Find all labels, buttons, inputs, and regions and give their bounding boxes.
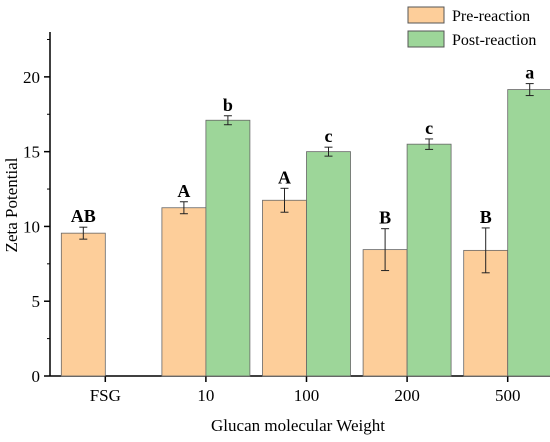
significance-label: B — [379, 208, 391, 228]
x-ticks: FSG 10 100 200 500 — [90, 376, 521, 405]
significance-label: c — [425, 118, 433, 138]
bar-post-reaction — [507, 89, 550, 377]
bar-post-reaction — [306, 151, 351, 377]
significance-label: B — [480, 207, 492, 227]
bar-post-reaction — [406, 143, 452, 377]
significance-label: AB — [71, 206, 96, 226]
x-tick-label: 500 — [495, 386, 521, 405]
bar-pre-reaction — [262, 199, 307, 377]
bar-post-reaction — [205, 119, 251, 377]
x-axis-title: Glucan molecular Weight — [211, 416, 385, 435]
error-bars — [79, 83, 534, 274]
y-ticks: 0 5 10 15 20 — [23, 38, 50, 386]
significance-label: A — [177, 181, 190, 201]
legend-swatch-pre-reaction — [407, 6, 445, 24]
legend-swatch-post-reaction — [407, 30, 445, 48]
legend-label-pre-reaction: Pre-reaction — [452, 8, 530, 25]
y-tick-label: 15 — [23, 143, 40, 162]
x-tick-label: 100 — [294, 386, 320, 405]
x-tick-label: 10 — [197, 386, 214, 405]
legend: Pre-reaction Post-reaction — [407, 6, 536, 49]
bar-pre-reaction — [161, 207, 207, 377]
y-tick-label: 20 — [23, 68, 40, 87]
bars — [60, 89, 550, 377]
y-tick-label: 0 — [32, 367, 41, 386]
significance-label: A — [278, 167, 291, 187]
bar-pre-reaction — [60, 232, 106, 377]
significance-label: a — [525, 63, 534, 83]
x-tick-label: FSG — [90, 386, 121, 405]
x-tick-label: 200 — [394, 386, 420, 405]
y-tick-label: 10 — [23, 217, 40, 236]
significance-label: b — [223, 95, 233, 115]
legend-label-post-reaction: Post-reaction — [452, 32, 536, 49]
y-axis-title: Zeta Potential — [2, 157, 21, 252]
y-tick-label: 5 — [32, 292, 41, 311]
significance-label: c — [325, 126, 333, 146]
